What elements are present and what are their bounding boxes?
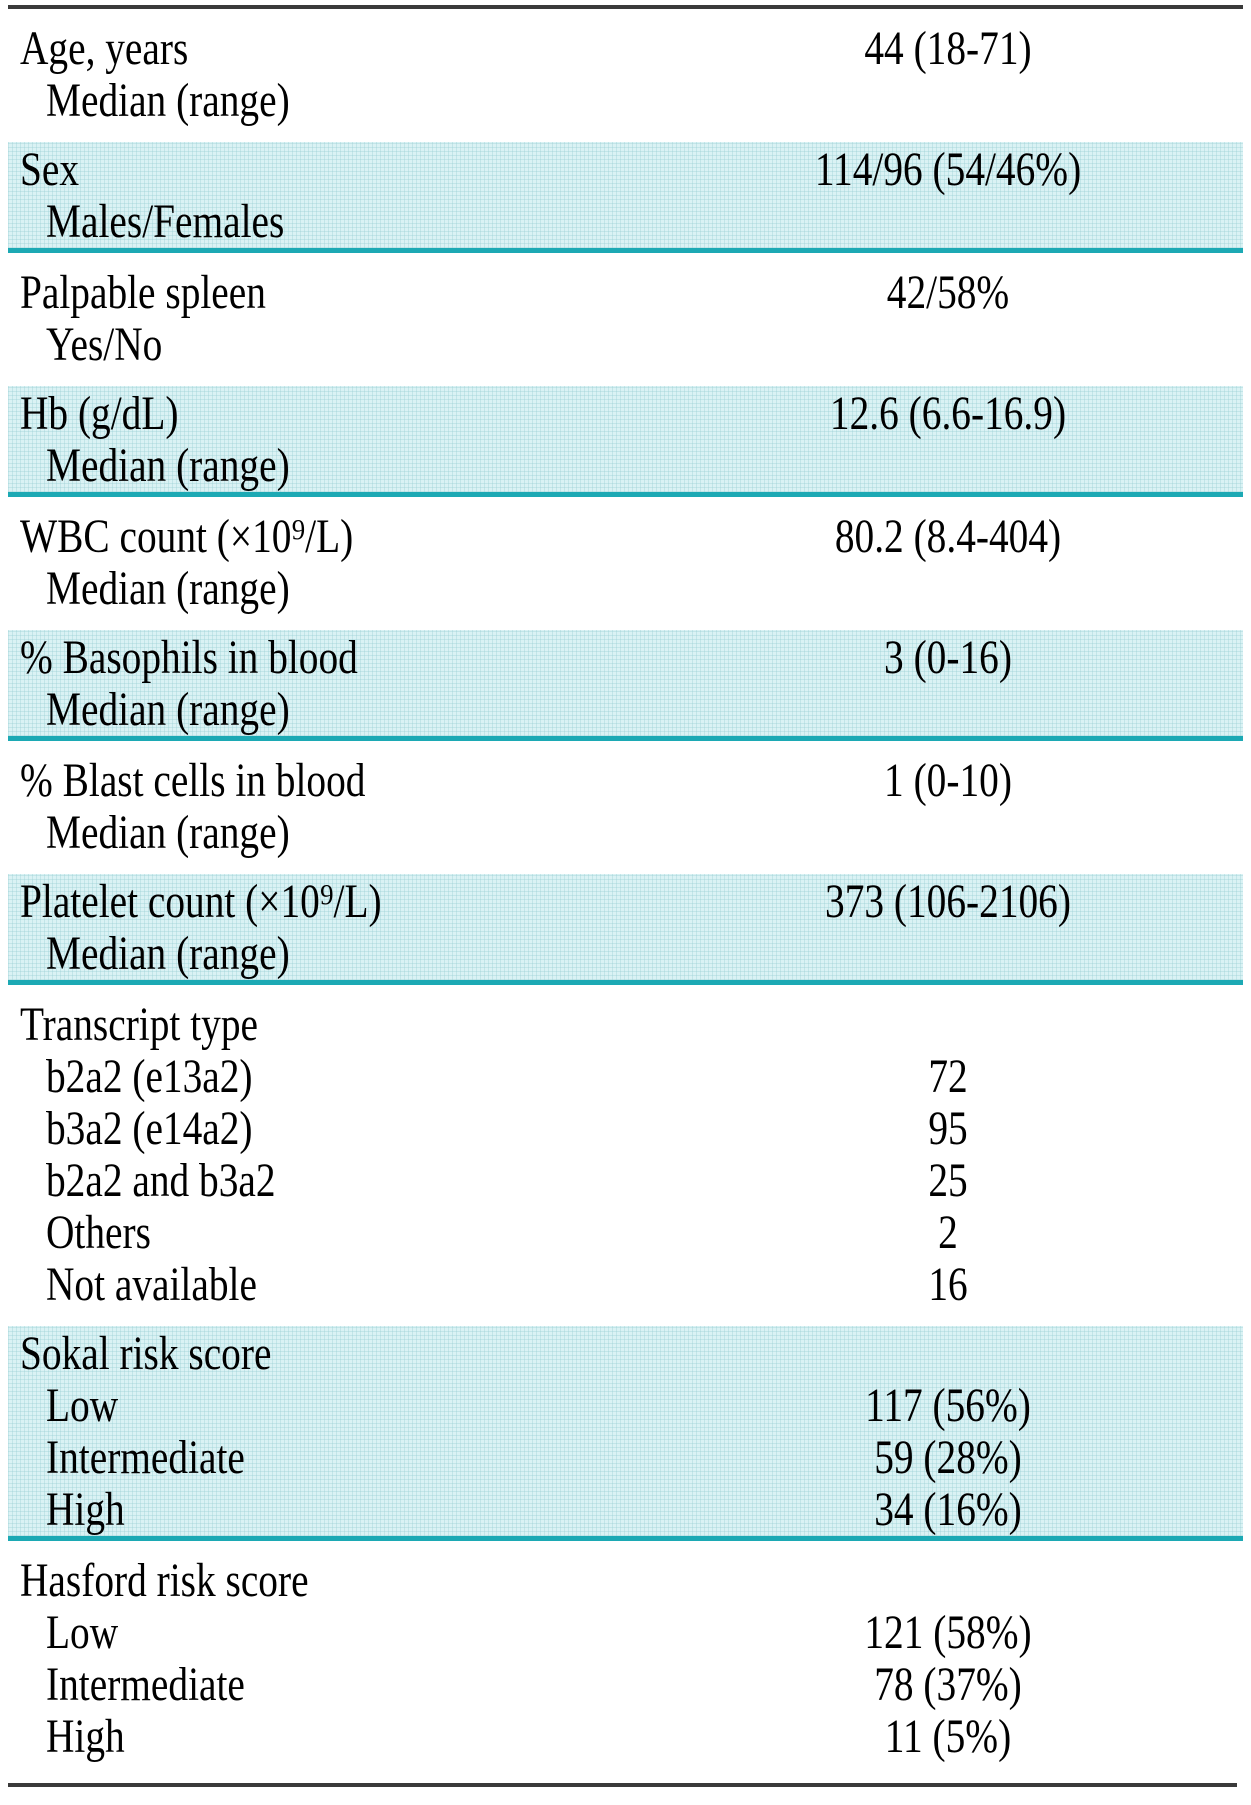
- row-sublabel: Median (range): [46, 439, 290, 492]
- table-row: Palpable spleen 42/58% Yes/No: [8, 253, 1243, 386]
- table-line: Median (range): [8, 440, 1243, 492]
- row-sublabel: Median (range): [46, 562, 290, 615]
- row-value: 44 (18-71): [864, 22, 1032, 75]
- row-label: Sex: [20, 143, 80, 196]
- table-line: Sokal risk score: [8, 1328, 1243, 1380]
- row-sublabel: Males/Females: [46, 195, 285, 248]
- row-sublabel: Not available: [46, 1258, 257, 1311]
- table-line: WBC count (×10⁹/L) 80.2 (8.4-404): [8, 511, 1243, 563]
- row-value: 114/96 (54/46%): [814, 143, 1082, 196]
- row-label: Palpable spleen: [20, 266, 266, 319]
- row-label: Transcript type: [20, 998, 258, 1051]
- row-label: Hb (g/dL): [20, 387, 179, 440]
- table-line: Sex 114/96 (54/46%): [8, 144, 1243, 196]
- table-line: Palpable spleen 42/58%: [8, 267, 1243, 319]
- row-value: 59 (28%): [874, 1431, 1022, 1484]
- table-row: Sokal risk score Low 117 (56%) Intermediate…: [8, 1326, 1243, 1541]
- row-sublabel: Median (range): [46, 806, 290, 859]
- row-sublabel: High: [46, 1710, 125, 1763]
- table-line: Low 117 (56%): [8, 1380, 1243, 1432]
- row-value: 2: [938, 1206, 958, 1259]
- row-label: % Basophils in blood: [20, 631, 358, 684]
- row-label: Hasford risk score: [20, 1554, 309, 1607]
- table-row: % Basophils in blood 3 (0-16) Median (rang…: [8, 630, 1243, 741]
- row-sublabel: Median (range): [46, 74, 290, 127]
- row-sublabel: b3a2 (e14a2): [46, 1102, 253, 1155]
- table-line: Median (range): [8, 75, 1243, 127]
- table-line: Median (range): [8, 563, 1243, 615]
- row-label: Sokal risk score: [20, 1327, 272, 1380]
- row-value: 25: [928, 1154, 968, 1207]
- row-value: 78 (37%): [874, 1658, 1022, 1711]
- table-line: Transcript type: [8, 999, 1243, 1051]
- row-value: 42/58%: [886, 266, 1010, 319]
- row-value: 16: [928, 1258, 968, 1311]
- row-value: 34 (16%): [874, 1483, 1022, 1536]
- table-rows: Age, years 44 (18-71) Median (range) Sex 114…: [8, 9, 1243, 1771]
- table-line: Males/Females: [8, 196, 1243, 248]
- row-value: 1 (0-10): [884, 754, 1012, 807]
- table-row: Age, years 44 (18-71) Median (range): [8, 9, 1243, 142]
- row-label: WBC count (×10⁹/L): [20, 510, 354, 563]
- table-top-rule: [8, 5, 1243, 9]
- row-label: % Blast cells in blood: [20, 754, 366, 807]
- row-sublabel: Intermediate: [46, 1658, 245, 1711]
- table-line: Hasford risk score: [8, 1555, 1243, 1607]
- table-line: High 34 (16%): [8, 1484, 1243, 1536]
- row-value: 117 (56%): [865, 1379, 1031, 1432]
- table-line: Intermediate 59 (28%): [8, 1432, 1243, 1484]
- row-sublabel: Yes/No: [46, 318, 163, 371]
- table-line: % Blast cells in blood 1 (0-10): [8, 755, 1243, 807]
- row-sublabel: b2a2 (e13a2): [46, 1050, 253, 1103]
- table-row: Sex 114/96 (54/46%) Males/Females: [8, 142, 1243, 253]
- table-line: b2a2 (e13a2) 72: [8, 1051, 1243, 1103]
- row-value: 11 (5%): [884, 1710, 1012, 1763]
- row-sublabel: Median (range): [46, 927, 290, 980]
- row-sublabel: Median (range): [46, 683, 290, 736]
- table-line: Hb (g/dL) 12.6 (6.6-16.9): [8, 388, 1243, 440]
- row-label: Platelet count (×10⁹/L): [20, 875, 382, 928]
- table-row: Transcript type b2a2 (e13a2) 72 b3a2 (e14a2…: [8, 985, 1243, 1326]
- table-row: Hb (g/dL) 12.6 (6.6-16.9) Median (range): [8, 386, 1243, 497]
- table-line: Median (range): [8, 928, 1243, 980]
- row-sublabel: High: [46, 1483, 125, 1536]
- row-sublabel: Others: [46, 1206, 151, 1259]
- row-value: 3 (0-16): [884, 631, 1012, 684]
- row-value: 95: [928, 1102, 968, 1155]
- table-line: Platelet count (×10⁹/L) 373 (106-2106): [8, 876, 1243, 928]
- characteristics-table: Age, years 44 (18-71) Median (range) Sex 114…: [8, 5, 1243, 1787]
- row-value: 373 (106-2106): [825, 875, 1071, 928]
- table-line: Median (range): [8, 684, 1243, 736]
- row-value: 121 (58%): [864, 1606, 1032, 1659]
- table-line: % Basophils in blood 3 (0-16): [8, 632, 1243, 684]
- row-sublabel: b2a2 and b3a2: [46, 1154, 276, 1207]
- table-line: Intermediate 78 (37%): [8, 1659, 1243, 1711]
- row-label: Age, years: [20, 22, 189, 75]
- table-line: Others 2: [8, 1207, 1243, 1259]
- table-line: High 11 (5%): [8, 1711, 1243, 1763]
- table-row: Hasford risk score Low 121 (58%) Intermedia…: [8, 1541, 1243, 1771]
- table-line: Yes/No: [8, 319, 1243, 371]
- table-line: Median (range): [8, 807, 1243, 859]
- row-sublabel: Low: [46, 1379, 119, 1432]
- table-line: b3a2 (e14a2) 95: [8, 1103, 1243, 1155]
- table-row: % Blast cells in blood 1 (0-10) Median (ra…: [8, 741, 1243, 874]
- row-value: 80.2 (8.4-404): [834, 510, 1062, 563]
- row-sublabel: Low: [46, 1606, 119, 1659]
- row-sublabel: Intermediate: [46, 1431, 245, 1484]
- table-line: Low 121 (58%): [8, 1607, 1243, 1659]
- row-value: 12.6 (6.6-16.9): [829, 387, 1067, 440]
- table-bottom-rule: [8, 1783, 1237, 1787]
- table-line: Age, years 44 (18-71): [8, 23, 1243, 75]
- table-row: WBC count (×10⁹/L) 80.2 (8.4-404) Median (…: [8, 497, 1243, 630]
- table-row: Platelet count (×10⁹/L) 373 (106-2106) Med…: [8, 874, 1243, 985]
- table-line: b2a2 and b3a2 25: [8, 1155, 1243, 1207]
- row-value: 72: [928, 1050, 968, 1103]
- table-line: Not available 16: [8, 1259, 1243, 1311]
